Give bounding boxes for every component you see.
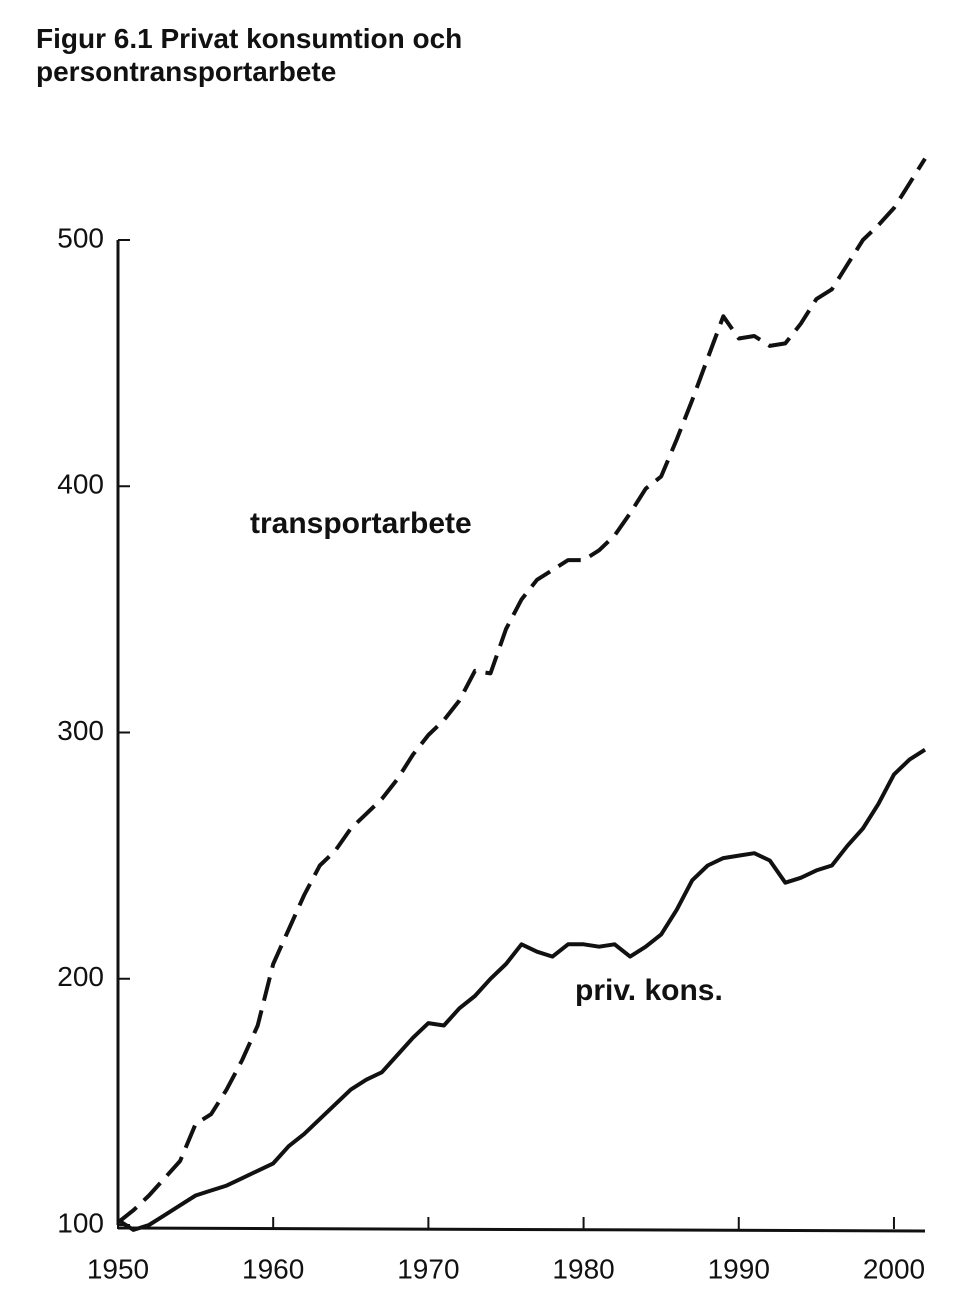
y-tick-label: 200: [57, 961, 104, 992]
y-tick-label: 100: [57, 1207, 104, 1238]
series-label: priv. kons.: [575, 974, 723, 1007]
x-tick-label: 1990: [708, 1253, 770, 1284]
x-tick-label: 2000: [863, 1253, 925, 1284]
chart-title: Figur 6.1 Privat konsumtion och persontr…: [36, 23, 463, 87]
series-line: [116, 748, 927, 1232]
x-tick-label: 1970: [397, 1253, 459, 1284]
y-tick-label: 300: [57, 715, 104, 746]
y-tick-label: 400: [57, 469, 104, 500]
y-tick-label: 500: [57, 222, 104, 253]
series-label: transportarbete: [250, 507, 472, 540]
x-axis: [117, 1226, 926, 1233]
series-line: [116, 157, 927, 1225]
x-tick-label: 1960: [242, 1253, 304, 1284]
x-tick-label: 1950: [87, 1253, 149, 1284]
x-tick-label: 1980: [552, 1253, 614, 1284]
